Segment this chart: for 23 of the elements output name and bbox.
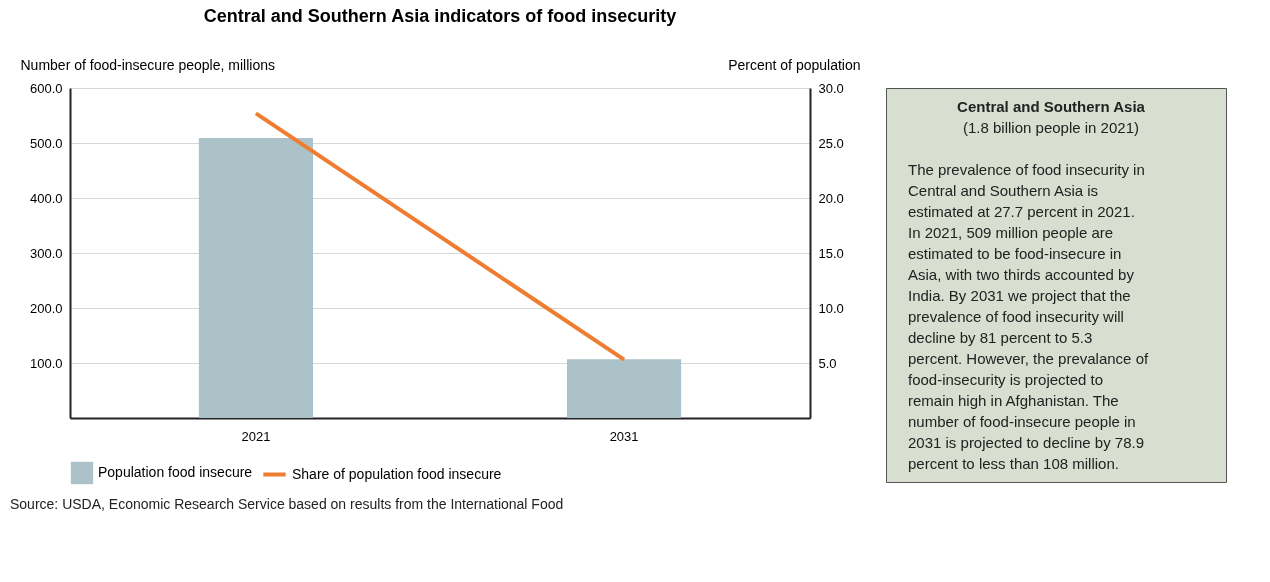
source-note: Source: USDA, Economic Research Service based on results from the International Food bbox=[10, 496, 564, 512]
x-tick-label: 2021 bbox=[241, 428, 271, 444]
text: The prevalence of food insecurity in Central and Southern Asia is estimated at 27.7 percent in 2021. In 2021, 509 million people are estimated to be food-insecure in Asia, with two thirds accounted by India. By 2031 we project that the prevalence of food insecurity will decline by 81 percent to 5.3 percent. However, the prevalance of food-insecurity is projected to remain high in Afghanistan. The number of food-insecure people in 2031 is projected to decline by 78.9 percent to less than 108 million. bbox=[908, 161, 1149, 472]
x-tick-label: 2031 bbox=[609, 428, 639, 444]
y-tick-label: 200.0 bbox=[29, 300, 63, 316]
y2-tick-label: 5.0 bbox=[818, 355, 837, 371]
y2-tick-label: 30.0 bbox=[818, 80, 844, 96]
y2-tick-label: 15.0 bbox=[818, 245, 844, 261]
y2-tick-label: 10.0 bbox=[818, 300, 844, 316]
y2-tick-label: 25.0 bbox=[818, 135, 844, 151]
y-axis-title: Number of food-insecure people, millions bbox=[20, 56, 275, 73]
y-tick-label: 300.0 bbox=[29, 245, 63, 261]
y2-tick-label: 20.0 bbox=[818, 190, 844, 206]
chart-title: Central and Southern Asia indicators of food insecurity bbox=[203, 6, 677, 26]
y2-axis-title: Percent of population bbox=[728, 56, 861, 73]
text: Central and Southern Asia bbox=[957, 98, 1146, 115]
text: (1.8 billion people in 2021) bbox=[963, 119, 1139, 136]
y-tick-label: 600.0 bbox=[29, 80, 63, 96]
legend-label: Share of population food insecure bbox=[292, 465, 502, 482]
y-tick-label: 400.0 bbox=[29, 190, 63, 206]
y-tick-label: 100.0 bbox=[29, 355, 63, 371]
y-tick-label: 500.0 bbox=[29, 135, 63, 151]
legend-label: Population food insecure bbox=[98, 464, 253, 480]
